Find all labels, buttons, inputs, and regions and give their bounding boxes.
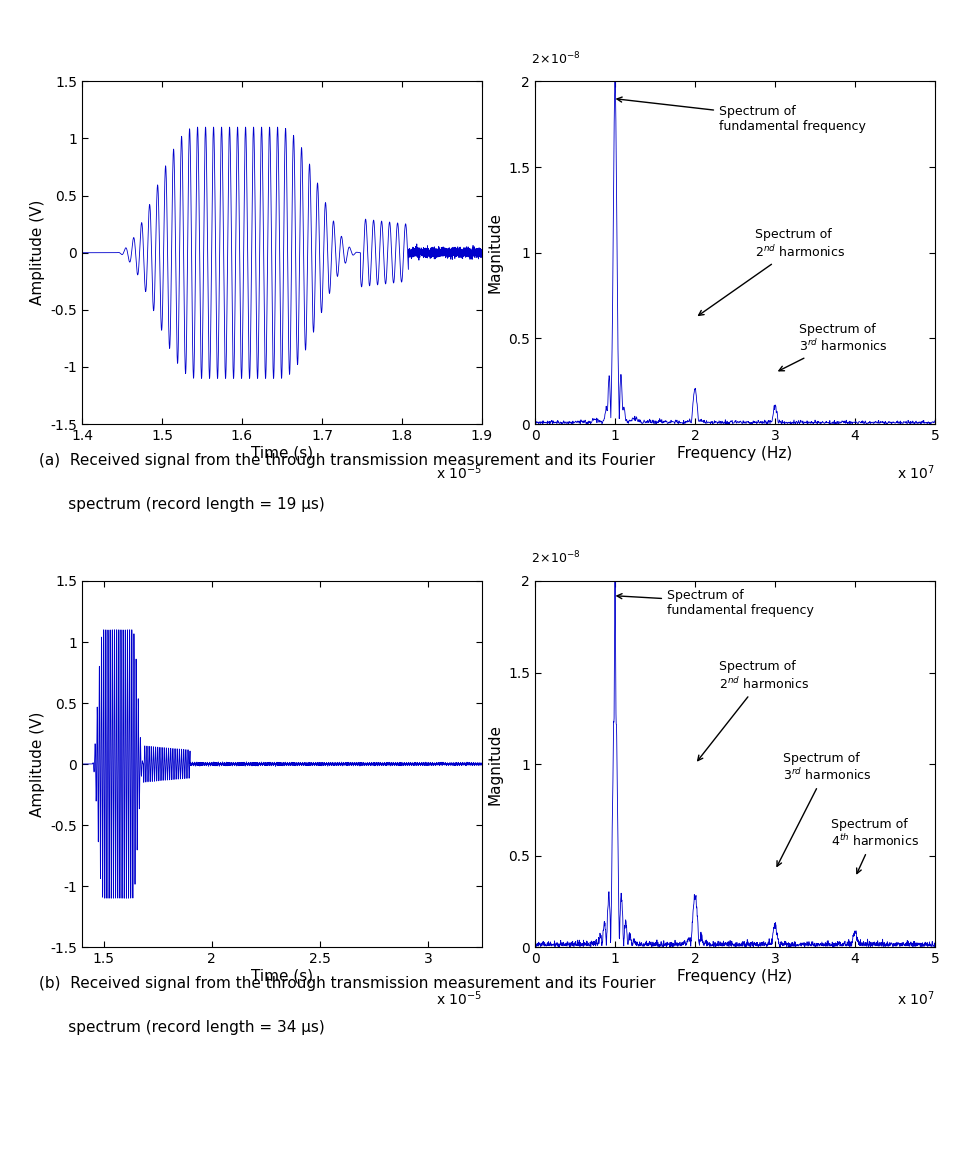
Text: x 10$^{-5}$: x 10$^{-5}$ xyxy=(436,464,482,482)
Text: spectrum (record length = 34 μs): spectrum (record length = 34 μs) xyxy=(39,1020,324,1035)
X-axis label: Frequency (Hz): Frequency (Hz) xyxy=(678,446,792,461)
Y-axis label: Amplitude (V): Amplitude (V) xyxy=(30,200,44,306)
Y-axis label: Amplitude (V): Amplitude (V) xyxy=(30,711,44,817)
Text: Spectrum of
fundamental frequency: Spectrum of fundamental frequency xyxy=(617,589,814,617)
X-axis label: Time (s): Time (s) xyxy=(251,446,313,461)
Y-axis label: Magnitude: Magnitude xyxy=(488,213,502,293)
Text: Spectrum of
3$^{rd}$ harmonics: Spectrum of 3$^{rd}$ harmonics xyxy=(779,323,887,371)
Text: $2\!\times\!10^{-8}$: $2\!\times\!10^{-8}$ xyxy=(531,51,580,67)
X-axis label: Time (s): Time (s) xyxy=(251,969,313,984)
Text: Spectrum of
4$^{th}$ harmonics: Spectrum of 4$^{th}$ harmonics xyxy=(831,818,920,874)
Text: x 10$^{7}$: x 10$^{7}$ xyxy=(897,464,935,482)
Text: x 10$^{7}$: x 10$^{7}$ xyxy=(897,989,935,1007)
Y-axis label: Magnitude: Magnitude xyxy=(488,724,502,804)
Text: Spectrum of
3$^{rd}$ harmonics: Spectrum of 3$^{rd}$ harmonics xyxy=(777,752,871,867)
Text: spectrum (record length = 19 μs): spectrum (record length = 19 μs) xyxy=(39,497,324,512)
Text: $2\!\times\!10^{-8}$: $2\!\times\!10^{-8}$ xyxy=(531,550,580,566)
Text: Spectrum of
2$^{nd}$ harmonics: Spectrum of 2$^{nd}$ harmonics xyxy=(698,660,810,761)
Text: Spectrum of
2$^{nd}$ harmonics: Spectrum of 2$^{nd}$ harmonics xyxy=(699,229,845,315)
Text: (a)  Received signal from the through transmission measurement and its Fourier: (a) Received signal from the through tra… xyxy=(39,453,655,468)
Text: x 10$^{-5}$: x 10$^{-5}$ xyxy=(436,989,482,1007)
Text: Spectrum of
fundamental frequency: Spectrum of fundamental frequency xyxy=(617,98,866,132)
X-axis label: Frequency (Hz): Frequency (Hz) xyxy=(678,969,792,984)
Text: (b)  Received signal from the through transmission measurement and its Fourier: (b) Received signal from the through tra… xyxy=(39,976,656,991)
